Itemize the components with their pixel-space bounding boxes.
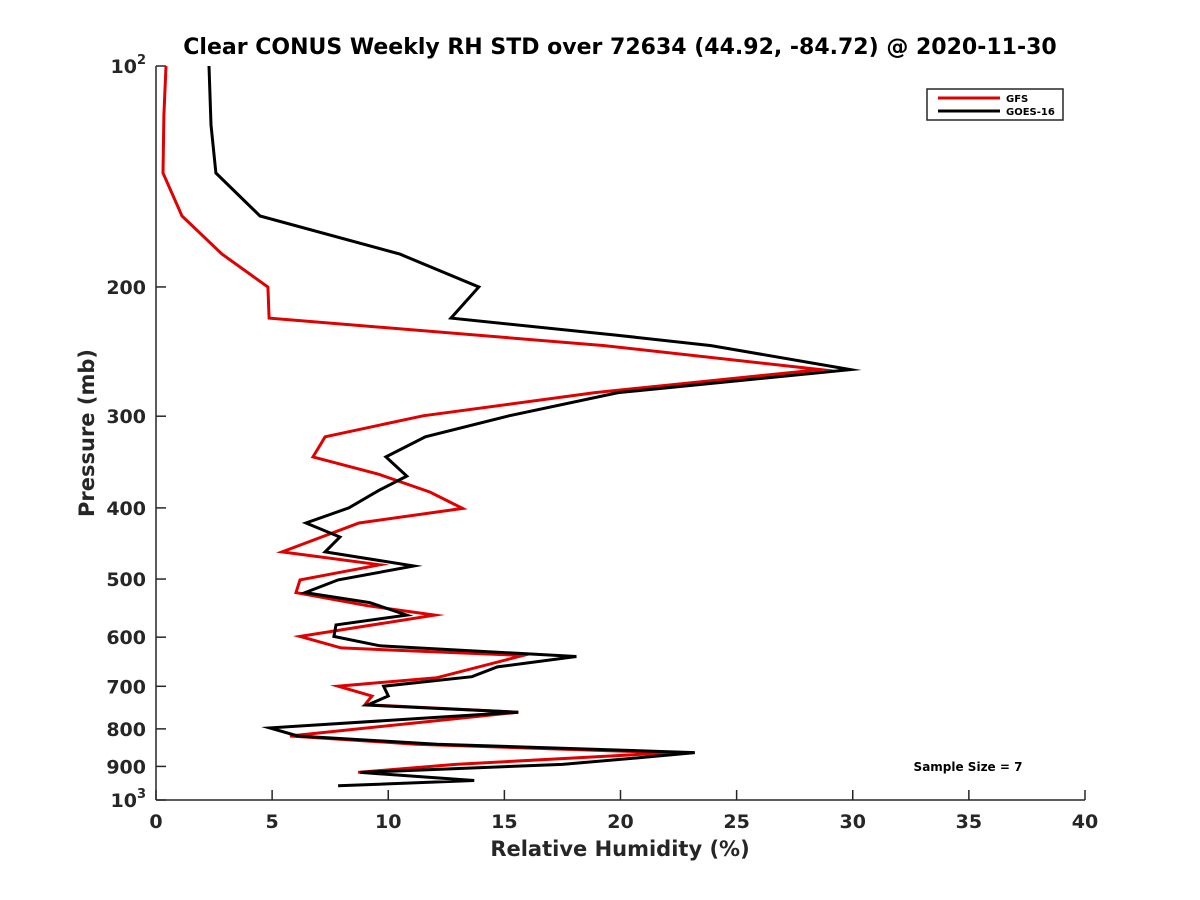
sample-size-annotation: Sample Size = 7 — [914, 760, 1023, 774]
y-tick-label: 102 — [111, 53, 147, 78]
y-tick-label: 900 — [106, 756, 146, 778]
y-tick-label: 800 — [106, 719, 146, 741]
y-axis-label: Pressure (mb) — [75, 349, 99, 517]
x-tick-label: 0 — [149, 811, 162, 833]
x-tick-label: 40 — [1072, 811, 1098, 833]
y-tick-label: 300 — [106, 406, 146, 428]
y-tick-label: 700 — [106, 676, 146, 698]
x-tick-label: 15 — [491, 811, 517, 833]
x-tick-label: 35 — [956, 811, 982, 833]
x-tick-label: 20 — [607, 811, 633, 833]
series-line-goes16 — [207, 65, 862, 788]
y-tick-label: 200 — [106, 277, 146, 299]
y-tick-label: 500 — [106, 569, 146, 591]
axes: 0 5 10 15 20 25 30 35 40 102 200 300 400 500 600 700 800… — [106, 53, 1098, 833]
x-axis-label: Relative Humidity (%) — [490, 837, 749, 861]
y-tick-label: 400 — [106, 498, 146, 520]
legend-box — [926, 88, 1064, 121]
x-tick-label: 5 — [266, 811, 279, 833]
x-tick-label: 30 — [840, 811, 866, 833]
legend: GFS GOES-16 — [926, 88, 1064, 121]
y-tick-label: 103 — [111, 787, 147, 812]
x-tick-label: 10 — [375, 811, 401, 833]
y-tick-label: 600 — [106, 627, 146, 649]
series-layer — [161, 65, 862, 788]
legend-label-gfs: GFS — [1006, 94, 1028, 105]
chart-title: Clear CONUS Weekly RH STD over 72634 (44… — [183, 35, 1056, 60]
x-tick-label: 25 — [723, 811, 749, 833]
legend-label-goes16: GOES-16 — [1006, 107, 1055, 118]
